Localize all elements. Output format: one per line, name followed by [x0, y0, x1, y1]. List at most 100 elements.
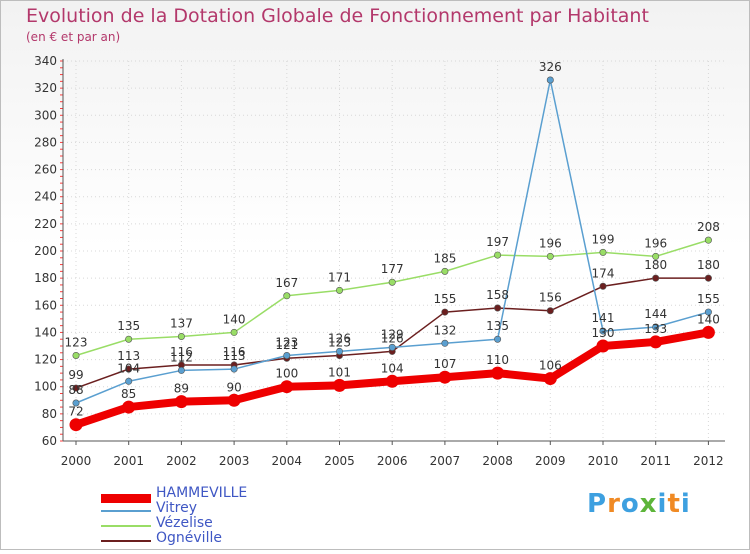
data-label: 85: [121, 387, 136, 401]
logo-letter: P: [587, 489, 608, 519]
x-tick-label: 2001: [113, 454, 144, 468]
y-tick-label: 200: [34, 244, 57, 258]
data-label: 123: [328, 336, 351, 350]
chart-title: Evolution de la Dotation Globale de Fonc…: [26, 5, 649, 27]
x-tick-label: 2009: [535, 454, 566, 468]
data-label: 155: [697, 292, 720, 306]
x-tick-label: 2007: [430, 454, 461, 468]
x-tick-label: 2006: [377, 454, 408, 468]
data-label: 137: [170, 317, 193, 331]
data-label: 199: [592, 232, 615, 246]
logo-letter: i: [657, 489, 668, 519]
data-label: 104: [117, 361, 140, 375]
data-label: 121: [275, 338, 298, 352]
data-point: [546, 307, 554, 315]
data-point: [174, 395, 188, 409]
y-tick-label: 120: [34, 353, 57, 367]
data-label: 156: [539, 291, 562, 305]
data-point: [335, 347, 343, 355]
proxiti-logo: Proxiti: [587, 489, 691, 519]
x-tick-label: 2003: [219, 454, 250, 468]
data-label: 326: [539, 60, 562, 74]
y-tick-label: 180: [34, 271, 57, 285]
data-point: [701, 325, 715, 339]
data-point: [230, 328, 238, 336]
data-point: [649, 335, 663, 349]
data-label: 196: [644, 236, 667, 250]
data-label: 135: [486, 319, 509, 333]
data-point: [335, 286, 343, 294]
data-label: 158: [486, 288, 509, 302]
data-label: 129: [381, 327, 404, 341]
data-label: 197: [486, 235, 509, 249]
legend-swatch-ogneville: [101, 540, 151, 542]
data-label: 132: [433, 323, 456, 337]
y-tick-label: 160: [34, 298, 57, 312]
logo-letter: r: [607, 489, 621, 519]
data-label: 180: [644, 258, 667, 272]
x-tick-label: 2004: [272, 454, 303, 468]
data-point: [652, 252, 660, 260]
data-label: 123: [65, 336, 88, 350]
data-point: [494, 251, 502, 259]
logo-letter: t: [667, 489, 681, 519]
data-label: 126: [328, 331, 351, 345]
data-point: [546, 76, 554, 84]
data-label: 110: [486, 353, 509, 367]
data-label: 72: [68, 405, 83, 419]
legend-label-ogneville: Ognéville: [156, 530, 222, 546]
y-tick-label: 220: [34, 217, 57, 231]
data-point: [72, 384, 80, 392]
data-point: [280, 380, 294, 394]
data-point: [494, 335, 502, 343]
data-labels: 72 85 89 90 100 101 104 107 110 106 130 133 140 88 104…: [65, 60, 720, 419]
data-point: [125, 365, 133, 373]
data-label: 208: [697, 220, 720, 234]
data-label: 144: [644, 307, 667, 321]
data-point: [546, 252, 554, 260]
data-point: [283, 351, 291, 359]
y-tick-label: 140: [34, 325, 57, 339]
data-label: 104: [381, 361, 404, 375]
data-point: [599, 327, 607, 335]
data-label: 155: [433, 292, 456, 306]
data-point: [72, 351, 80, 359]
data-label: 113: [117, 349, 140, 363]
data-label: 135: [117, 319, 140, 333]
data-point: [704, 236, 712, 244]
x-tick-label: 2008: [482, 454, 513, 468]
data-point: [230, 365, 238, 373]
y-tick-label: 300: [34, 108, 57, 122]
data-point: [599, 248, 607, 256]
data-label: 196: [539, 236, 562, 250]
data-point: [441, 308, 449, 316]
y-tick-label: 320: [34, 81, 57, 95]
data-label: 107: [433, 357, 456, 371]
data-label: 177: [381, 262, 404, 276]
data-label: 116: [223, 345, 246, 359]
data-label: 140: [223, 312, 246, 326]
y-tick-label: 100: [34, 380, 57, 394]
data-point: [543, 372, 557, 386]
data-point: [385, 374, 399, 388]
legend-swatch-vezelise: [101, 525, 151, 527]
logo-letter: x: [639, 489, 658, 519]
data-point: [441, 267, 449, 275]
data-label: 100: [275, 367, 298, 381]
data-label: 130: [592, 326, 615, 340]
legend-swatch-hammeville: [101, 494, 151, 503]
y-tick-label: 60: [42, 434, 57, 448]
data-label: 140: [697, 312, 720, 326]
legend-label-hammeville: HAMMEVILLE: [156, 485, 248, 501]
x-tick-label: 2002: [166, 454, 197, 468]
data-point: [441, 339, 449, 347]
data-label: 133: [644, 322, 667, 336]
data-label: 116: [170, 345, 193, 359]
y-tick-label: 340: [34, 54, 57, 68]
data-point: [227, 393, 241, 407]
data-label: 101: [328, 365, 351, 379]
data-point: [596, 339, 610, 353]
data-point: [599, 282, 607, 290]
